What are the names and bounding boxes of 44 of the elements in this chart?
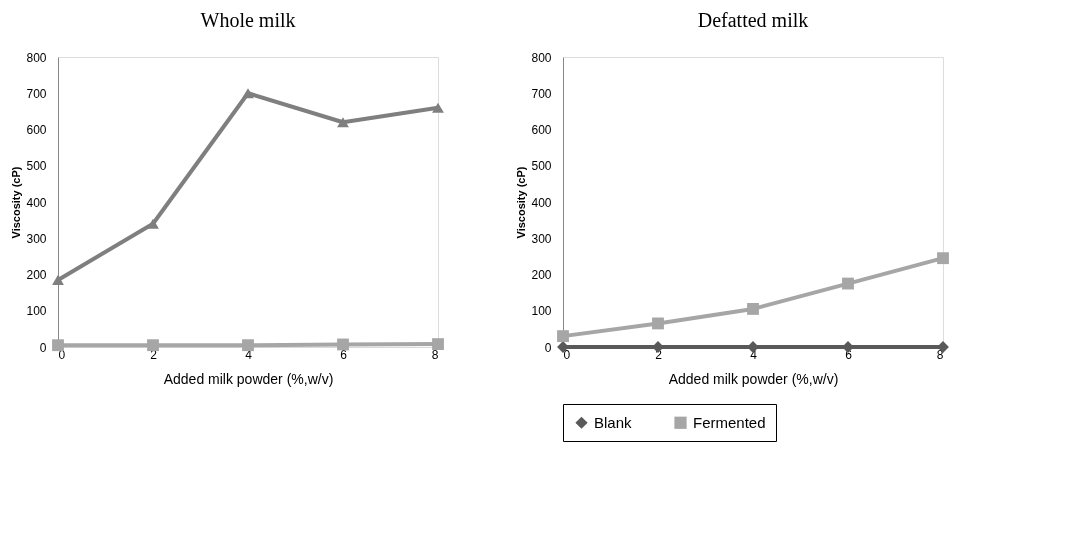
y-tick-label: 500 [26, 159, 47, 174]
x-axis-title: Added milk powder (%,w/v) [668, 370, 839, 387]
x-tick-label: 6 [340, 347, 348, 362]
legend-label: Fermented [693, 413, 766, 431]
chart-title: Whole milk [200, 9, 296, 31]
y-tick-label: 300 [531, 231, 552, 246]
y-tick-label: 600 [26, 123, 47, 137]
y-tick-label: 500 [531, 159, 552, 174]
x-tick-label: 8 [936, 347, 944, 362]
y-tick-label: 700 [531, 86, 552, 101]
point [842, 277, 854, 290]
y-axis-title: Viscosity (cP) [515, 166, 528, 239]
point [937, 252, 949, 265]
point [242, 339, 254, 352]
x-axis-title: Added milk powder (%,w/v) [163, 370, 334, 387]
point [52, 339, 64, 352]
y-axis-title: Viscosity (cP) [10, 166, 23, 239]
point [557, 330, 569, 343]
point [432, 102, 444, 113]
y-tick-label: 700 [26, 86, 47, 101]
y-tick-label: 100 [531, 304, 552, 319]
x-tick-label: 8 [431, 347, 439, 362]
point [147, 218, 159, 229]
legend-label: Blank [594, 413, 633, 431]
x-tick-label: 0 [563, 347, 571, 362]
point [337, 338, 349, 351]
y-tick-label: 800 [26, 50, 47, 65]
y-tick-label: 400 [531, 195, 552, 210]
point [52, 274, 64, 286]
point [242, 88, 254, 99]
point [432, 338, 444, 351]
point [337, 117, 349, 128]
y-tick-label: 300 [26, 231, 47, 246]
point [747, 303, 759, 315]
point [652, 317, 664, 330]
y-tick-label: 400 [26, 195, 47, 210]
x-tick-label: 4 [245, 347, 253, 362]
y-tick-label: 600 [531, 123, 552, 137]
chart-title: Defatted milk [697, 9, 809, 31]
y-tick-label: 200 [531, 268, 552, 282]
y-tick-label: 200 [26, 268, 47, 282]
y-tick-label: 100 [26, 304, 47, 319]
point [147, 339, 159, 352]
y-tick-label: 800 [531, 50, 552, 65]
